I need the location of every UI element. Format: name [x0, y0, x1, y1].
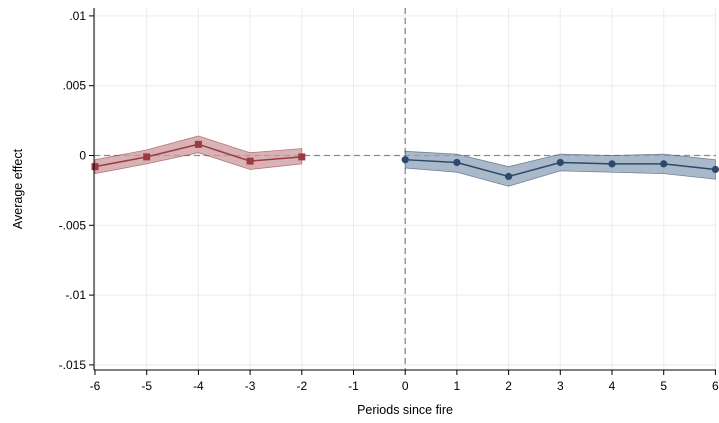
x-tick-label: -1 [348, 379, 359, 393]
x-tick-label: 6 [712, 379, 719, 393]
x-tick-label: -2 [296, 379, 307, 393]
y-tick-label: -.005 [59, 218, 87, 232]
data-point-square [247, 158, 254, 165]
x-tick-label: -4 [193, 379, 204, 393]
x-axis-title: Periods since fire [357, 403, 453, 417]
data-point-square [195, 141, 202, 148]
x-tick-label: -6 [90, 379, 101, 393]
data-point-circle [557, 159, 564, 166]
y-axis-title: Average effect [11, 148, 25, 229]
x-tick-label: 0 [402, 379, 409, 393]
y-tick-label: 0 [79, 149, 86, 163]
x-tick-label: -5 [141, 379, 152, 393]
data-point-circle [608, 160, 615, 167]
x-tick-label: -3 [245, 379, 256, 393]
y-tick-label: -.01 [65, 288, 86, 302]
data-point-square [92, 163, 99, 170]
data-point-circle [505, 173, 512, 180]
data-point-square [298, 153, 305, 160]
data-point-circle [712, 166, 719, 173]
x-tick-label: 2 [505, 379, 512, 393]
y-tick-label: -.015 [59, 358, 87, 372]
x-tick-label: 3 [557, 379, 564, 393]
x-tick-label: 5 [660, 379, 667, 393]
x-tick-label: 4 [609, 379, 616, 393]
data-point-circle [660, 160, 667, 167]
y-tick-label: .01 [69, 9, 86, 23]
data-point-circle [402, 156, 409, 163]
x-tick-label: 1 [454, 379, 461, 393]
data-point-square [143, 153, 150, 160]
y-tick-label: .005 [63, 79, 87, 93]
data-point-circle [453, 159, 460, 166]
